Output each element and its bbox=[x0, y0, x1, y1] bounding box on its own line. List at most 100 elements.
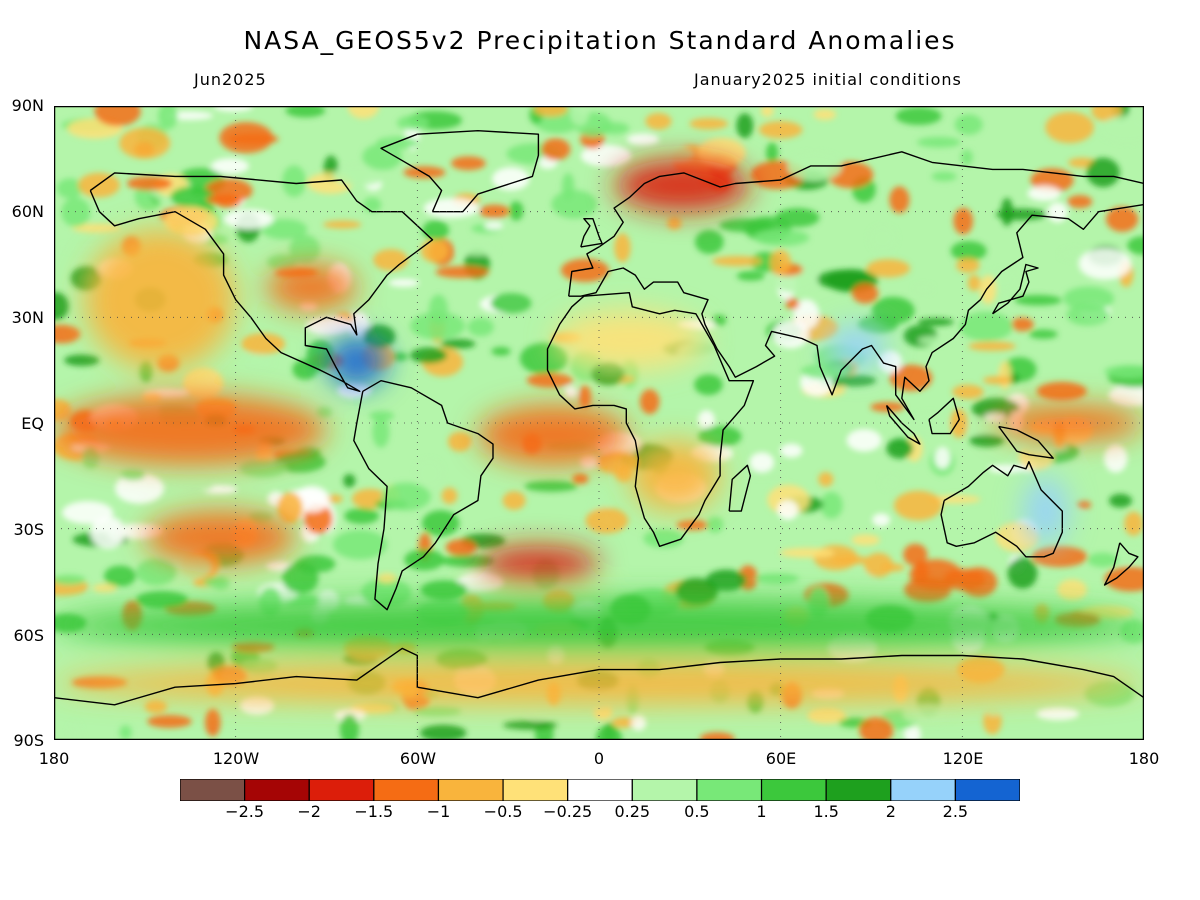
anomaly-cell bbox=[889, 186, 910, 214]
anomaly-cell bbox=[1104, 365, 1144, 378]
anomaly-cell bbox=[457, 571, 504, 592]
anomaly-cell bbox=[560, 258, 610, 282]
anomaly-cell bbox=[239, 459, 287, 478]
anomaly-cell bbox=[361, 578, 412, 608]
graticule bbox=[54, 106, 1144, 740]
anomaly-cell bbox=[785, 297, 800, 310]
lat-tick-60s: 60S bbox=[13, 626, 44, 645]
colorbar-swatch bbox=[502, 779, 569, 801]
colorbar-label: −0.5 bbox=[483, 802, 523, 821]
anomaly-cell bbox=[689, 118, 729, 130]
anomaly-cell bbox=[928, 495, 981, 504]
anomaly-cell bbox=[787, 152, 842, 181]
anomaly-cell bbox=[1127, 236, 1144, 255]
anomaly-cell bbox=[694, 374, 723, 396]
lat-tick-eq: EQ bbox=[21, 414, 44, 433]
lon-tick-180w: 180 bbox=[38, 749, 70, 768]
anomaly-cell bbox=[340, 713, 359, 740]
colorbar-swatch bbox=[825, 779, 892, 801]
anomaly-cell bbox=[381, 482, 431, 511]
anomaly-cell bbox=[953, 207, 973, 235]
lon-tick-120e: 120E bbox=[942, 749, 984, 768]
anomaly-region bbox=[614, 158, 751, 212]
lat-tick-90n: 90N bbox=[11, 96, 44, 115]
anomaly-cell bbox=[64, 354, 100, 367]
anomaly-region bbox=[477, 546, 599, 582]
anomaly-cell bbox=[931, 171, 957, 182]
anomaly-cell bbox=[68, 722, 82, 740]
anomaly-cell bbox=[595, 725, 622, 740]
anomaly-region bbox=[266, 264, 357, 311]
colorbar-label: 0.5 bbox=[684, 802, 710, 821]
anomaly-cell bbox=[323, 220, 362, 229]
anomaly-cell bbox=[982, 376, 1012, 385]
anomaly-cell bbox=[56, 178, 84, 199]
anomaly-cell bbox=[706, 516, 724, 533]
lon-tick-60e: 60E bbox=[765, 749, 797, 768]
anomaly-cell bbox=[222, 353, 273, 371]
anomaly-cell bbox=[572, 473, 589, 484]
anomaly-cell bbox=[639, 389, 660, 415]
anomaly-cell bbox=[94, 106, 141, 127]
anomaly-cell bbox=[492, 167, 530, 191]
anomaly-cell bbox=[54, 292, 69, 321]
anomaly-cell bbox=[223, 209, 274, 229]
anomaly-cell bbox=[846, 429, 882, 452]
anomaly-cell bbox=[631, 715, 647, 731]
anomaly-cell bbox=[1077, 500, 1092, 509]
anomaly-cell bbox=[126, 176, 173, 191]
anomaly-cell bbox=[445, 539, 477, 556]
anomaly-cell bbox=[413, 706, 462, 717]
anomaly-cell bbox=[569, 106, 590, 126]
anomaly-cell bbox=[626, 133, 660, 146]
anomaly-cell bbox=[712, 314, 727, 326]
anomaly-cell bbox=[777, 500, 799, 520]
colorbar-label: 1.5 bbox=[813, 802, 839, 821]
anomaly-cell bbox=[267, 254, 298, 270]
anomaly-cell bbox=[800, 363, 849, 379]
anomaly-cell bbox=[1086, 157, 1120, 188]
anomaly-cell bbox=[420, 239, 449, 263]
anomaly-region bbox=[54, 599, 1144, 652]
coastline bbox=[54, 647, 1144, 706]
anomaly-cell bbox=[104, 565, 136, 587]
anomaly-cell bbox=[820, 491, 843, 519]
anomaly-cell bbox=[410, 312, 465, 340]
anomaly-cell bbox=[170, 186, 215, 208]
anomaly-cell bbox=[1087, 552, 1119, 568]
anomaly-cell bbox=[1066, 304, 1110, 326]
anomaly-cell bbox=[998, 361, 1012, 390]
anomaly-cell bbox=[675, 577, 719, 606]
anomaly-cell bbox=[541, 138, 571, 161]
anomaly-cell bbox=[952, 384, 984, 399]
anomaly-cell bbox=[698, 425, 742, 447]
anomaly-cell bbox=[780, 443, 803, 458]
coastline bbox=[940, 461, 1063, 558]
anomaly-cell bbox=[859, 717, 894, 740]
anomaly-cell bbox=[1036, 707, 1080, 721]
anomaly-region bbox=[54, 394, 327, 466]
coastline bbox=[546, 291, 755, 547]
anomaly-cell bbox=[754, 229, 810, 247]
anomaly-cell bbox=[775, 208, 820, 228]
anomaly-cell bbox=[903, 724, 921, 740]
anomaly-cell bbox=[818, 472, 834, 487]
anomaly-cell bbox=[1028, 329, 1058, 339]
colorbar bbox=[180, 779, 1020, 801]
anomaly-cell bbox=[136, 558, 177, 586]
anomaly-cell bbox=[362, 143, 402, 171]
anomaly-cell bbox=[851, 534, 880, 546]
colorbar-swatch bbox=[244, 779, 310, 801]
anomaly-cell bbox=[119, 127, 171, 159]
anomaly-cell bbox=[881, 475, 900, 490]
coastline bbox=[380, 130, 540, 213]
colorbar-label: −2 bbox=[297, 802, 321, 821]
coastline bbox=[89, 172, 434, 392]
anomaly-cell bbox=[451, 156, 486, 171]
anomaly-cell bbox=[533, 106, 568, 117]
anomaly-cell bbox=[211, 158, 249, 174]
anomaly-cell bbox=[347, 106, 380, 119]
anomaly-cell bbox=[914, 560, 929, 585]
anomaly-cell bbox=[343, 474, 356, 488]
anomaly-cell bbox=[205, 708, 221, 737]
